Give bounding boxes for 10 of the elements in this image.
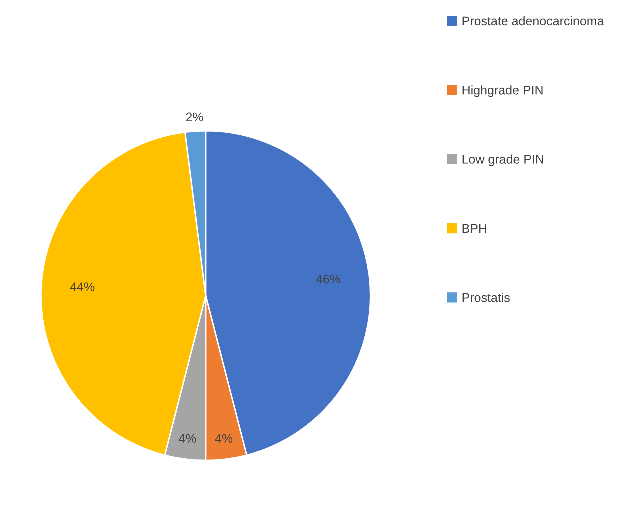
legend-label: BPH [462, 224, 486, 233]
data-label: 2% [186, 112, 204, 122]
legend-label: Highgrade PIN [462, 86, 543, 98]
legend-label: Prostate adenocarcinoma [462, 16, 604, 26]
legend-label: Prostatis [462, 293, 510, 302]
legend-label: Low grade PIN [462, 154, 544, 166]
data-label: 46% [316, 274, 341, 284]
data-label: 44% [70, 282, 95, 292]
data-label: 4% [179, 434, 196, 443]
data-label: 4% [215, 434, 233, 443]
